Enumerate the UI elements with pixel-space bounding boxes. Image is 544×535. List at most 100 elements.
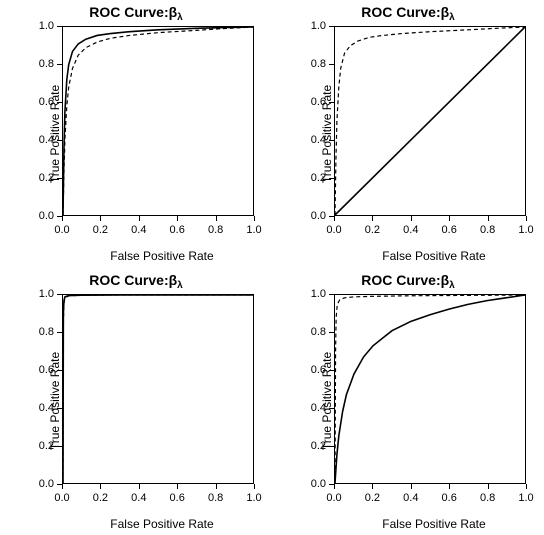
title-subscript: λ: [449, 12, 455, 23]
y-tick-mark: [329, 408, 334, 409]
x-tick-label: 1.0: [518, 224, 533, 236]
x-tick-label: 0.4: [403, 224, 418, 236]
y-tick-mark: [57, 140, 62, 141]
x-tick-label: 0.6: [170, 224, 185, 236]
x-tick-mark: [62, 216, 63, 221]
y-tick-label: 0.4: [306, 134, 326, 146]
panel-title: ROC Curve:βλ: [272, 4, 544, 20]
y-tick-mark: [329, 332, 334, 333]
x-tick-label: 0.8: [208, 224, 223, 236]
panel-title: ROC Curve:βλ: [272, 272, 544, 288]
y-tick-mark: [57, 332, 62, 333]
y-tick-label: 1.0: [34, 20, 54, 32]
y-tick-mark: [57, 178, 62, 179]
x-tick-label: 0.0: [54, 492, 69, 504]
plot-area: [334, 294, 526, 484]
y-tick-label: 0.4: [34, 402, 54, 414]
x-tick-mark: [62, 484, 63, 489]
x-tick-label: 0.2: [93, 224, 108, 236]
y-tick-mark: [57, 64, 62, 65]
x-tick-mark: [334, 484, 335, 489]
x-tick-label: 0.6: [170, 492, 185, 504]
x-tick-label: 0.2: [93, 492, 108, 504]
y-tick-mark: [329, 178, 334, 179]
roc-curve-dashed: [335, 295, 525, 483]
x-tick-label: 0.2: [365, 492, 380, 504]
panel-bottom-right: ROC Curve:βλTrue Positive RateFalse Posi…: [272, 268, 544, 535]
y-tick-label: 0.8: [306, 58, 326, 70]
title-subscript: λ: [177, 12, 183, 23]
x-tick-mark: [449, 216, 450, 221]
plot-area: [62, 294, 254, 484]
x-tick-mark: [177, 216, 178, 221]
panel-title: ROC Curve:βλ: [0, 4, 272, 20]
y-tick-label: 0.0: [34, 478, 54, 490]
curves-svg: [63, 27, 253, 215]
x-tick-label: 0.8: [208, 492, 223, 504]
title-subscript: λ: [177, 280, 183, 291]
y-tick-label: 0.8: [34, 326, 54, 338]
x-axis-label: False Positive Rate: [272, 517, 544, 531]
y-tick-label: 1.0: [306, 20, 326, 32]
x-tick-mark: [526, 484, 527, 489]
x-tick-label: 0.4: [131, 492, 146, 504]
x-axis-label: False Positive Rate: [0, 249, 272, 263]
x-tick-label: 0.0: [326, 224, 341, 236]
plot-area: [334, 26, 526, 216]
panel-top-right: ROC Curve:βλTrue Positive RateFalse Posi…: [272, 0, 544, 267]
x-tick-mark: [411, 484, 412, 489]
y-tick-label: 0.6: [34, 364, 54, 376]
x-axis-label: False Positive Rate: [272, 249, 544, 263]
y-tick-label: 0.6: [34, 96, 54, 108]
x-tick-mark: [139, 216, 140, 221]
title-prefix: ROC Curve:: [361, 4, 440, 20]
y-tick-label: 1.0: [306, 288, 326, 300]
x-tick-label: 0.6: [442, 224, 457, 236]
y-tick-mark: [57, 370, 62, 371]
y-tick-mark: [329, 26, 334, 27]
x-tick-mark: [139, 484, 140, 489]
x-tick-mark: [216, 484, 217, 489]
title-prefix: ROC Curve:: [89, 4, 168, 20]
y-tick-mark: [329, 140, 334, 141]
x-tick-mark: [216, 216, 217, 221]
y-tick-label: 0.8: [306, 326, 326, 338]
y-tick-label: 0.8: [34, 58, 54, 70]
y-tick-label: 0.2: [34, 440, 54, 452]
x-tick-label: 0.8: [480, 492, 495, 504]
y-tick-label: 0.6: [306, 364, 326, 376]
x-tick-mark: [526, 216, 527, 221]
roc-curve-solid: [63, 27, 253, 215]
y-tick-mark: [57, 294, 62, 295]
x-tick-mark: [488, 216, 489, 221]
roc-curve-dashed: [63, 295, 253, 483]
title-symbol: β: [169, 272, 178, 288]
title-symbol: β: [441, 4, 450, 20]
x-tick-label: 1.0: [246, 492, 261, 504]
x-tick-label: 1.0: [518, 492, 533, 504]
panel-title: ROC Curve:βλ: [0, 272, 272, 288]
x-tick-label: 0.8: [480, 224, 495, 236]
roc-curve-solid: [335, 295, 525, 483]
y-tick-mark: [329, 64, 334, 65]
y-tick-label: 0.2: [306, 440, 326, 452]
y-tick-label: 0.2: [34, 172, 54, 184]
panel-bottom-left: ROC Curve:βλTrue Positive RateFalse Posi…: [0, 268, 272, 535]
x-tick-label: 0.6: [442, 492, 457, 504]
x-tick-mark: [177, 484, 178, 489]
x-tick-mark: [334, 216, 335, 221]
plot-area: [62, 26, 254, 216]
y-tick-label: 1.0: [34, 288, 54, 300]
title-symbol: β: [441, 272, 450, 288]
roc-figure-grid: ROC Curve:βλTrue Positive RateFalse Posi…: [0, 0, 544, 535]
title-subscript: λ: [449, 280, 455, 291]
x-tick-mark: [100, 484, 101, 489]
x-tick-label: 0.2: [365, 224, 380, 236]
title-prefix: ROC Curve:: [361, 272, 440, 288]
y-tick-mark: [329, 370, 334, 371]
y-tick-mark: [57, 26, 62, 27]
title-symbol: β: [169, 4, 178, 20]
title-prefix: ROC Curve:: [89, 272, 168, 288]
roc-curve-solid: [335, 27, 525, 215]
y-tick-mark: [57, 408, 62, 409]
